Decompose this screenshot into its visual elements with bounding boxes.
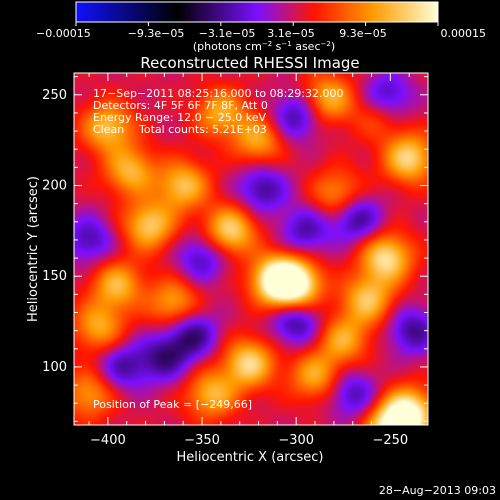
y-tick-label: 200 — [42, 178, 67, 193]
y-tick-label: 150 — [42, 269, 67, 284]
annotation-detectors: Detectors: 4F 5F 6F 7F 8F, Att 0 — [93, 99, 268, 112]
y-tick-label: 100 — [42, 360, 67, 375]
colorbar-units: (photons cm−2 s−1 asec−2) — [193, 40, 335, 53]
annotation-peak-position: Position of Peak = [−249,66] — [93, 398, 252, 411]
colorbar-tick-4: 9.3e−05 — [339, 27, 386, 40]
colorbar — [75, 1, 439, 23]
x-axis-label: Heliocentric X (arcsec) — [177, 450, 324, 465]
colorbar-tick-5: 0.00015 — [441, 27, 487, 40]
annotation-energy-range: Energy Range: 12.0 − 25.0 keV — [93, 111, 267, 124]
colorbar-tick-0: −0.00015 — [36, 27, 91, 40]
colorbar-ticks — [75, 22, 439, 26]
heatmap-image — [74, 73, 428, 425]
colorbar-tick-1: −9.3e−05 — [128, 27, 185, 40]
chart-title: Reconstructed RHESSI Image — [140, 54, 359, 72]
x-tick-label: −400 — [90, 433, 126, 448]
y-tick-label: 250 — [42, 88, 67, 103]
colorbar-tick-3: 3.1e−05 — [267, 27, 314, 40]
annotation-total-counts: Total counts: 5.21E+03 — [138, 123, 267, 136]
y-axis-label: Heliocentric Y (arcsec) — [26, 176, 41, 322]
colorbar-tick-2: −3.1e−05 — [199, 27, 256, 40]
x-tick-label: −300 — [278, 433, 314, 448]
annotation-method: Clean — [93, 123, 124, 136]
y-axis-ticks — [74, 76, 428, 422]
x-tick-label: −250 — [372, 433, 408, 448]
x-tick-label: −350 — [184, 433, 220, 448]
footer-date: 28−Aug−2013 09:03 — [379, 484, 496, 497]
annotation-time-range: 17−Sep−2011 08:25:16.000 to 08:29:32.000 — [93, 87, 343, 100]
x-axis-ticks — [88, 73, 429, 425]
plot-frame — [73, 72, 429, 426]
